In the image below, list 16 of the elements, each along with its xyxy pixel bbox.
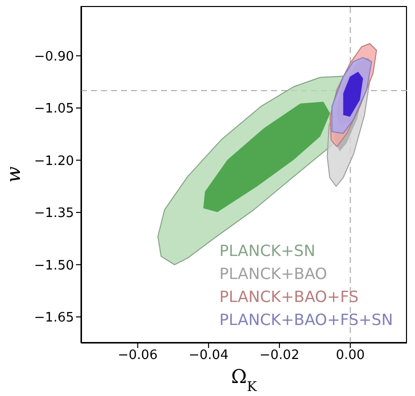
y-axis-title: w xyxy=(3,166,25,183)
y-tick-label: −1.05 xyxy=(34,102,74,117)
x-tick-label: −0.02 xyxy=(260,348,300,364)
y-tick-label: −1.65 xyxy=(34,310,74,326)
x-tick-label: −0.04 xyxy=(188,348,228,364)
text: PLANCK+BAO xyxy=(219,264,328,285)
y-tick-label: −1.35 xyxy=(34,206,74,222)
y-tick-label: −1.50 xyxy=(34,258,74,274)
x-axis-title: Ω$_{K}$ xyxy=(231,366,258,394)
x-tick-label: 0.00 xyxy=(336,348,365,364)
y-tick-label: −1.20 xyxy=(34,154,74,169)
y-tick-label: −0.90 xyxy=(34,49,74,64)
series-label: PLANCK+SN xyxy=(219,241,316,262)
x-tick-label: −0.06 xyxy=(118,348,158,364)
text: PLANCK+BAO+FS+SN xyxy=(219,310,393,331)
text: PLANCK+BAO+FS xyxy=(219,287,360,308)
